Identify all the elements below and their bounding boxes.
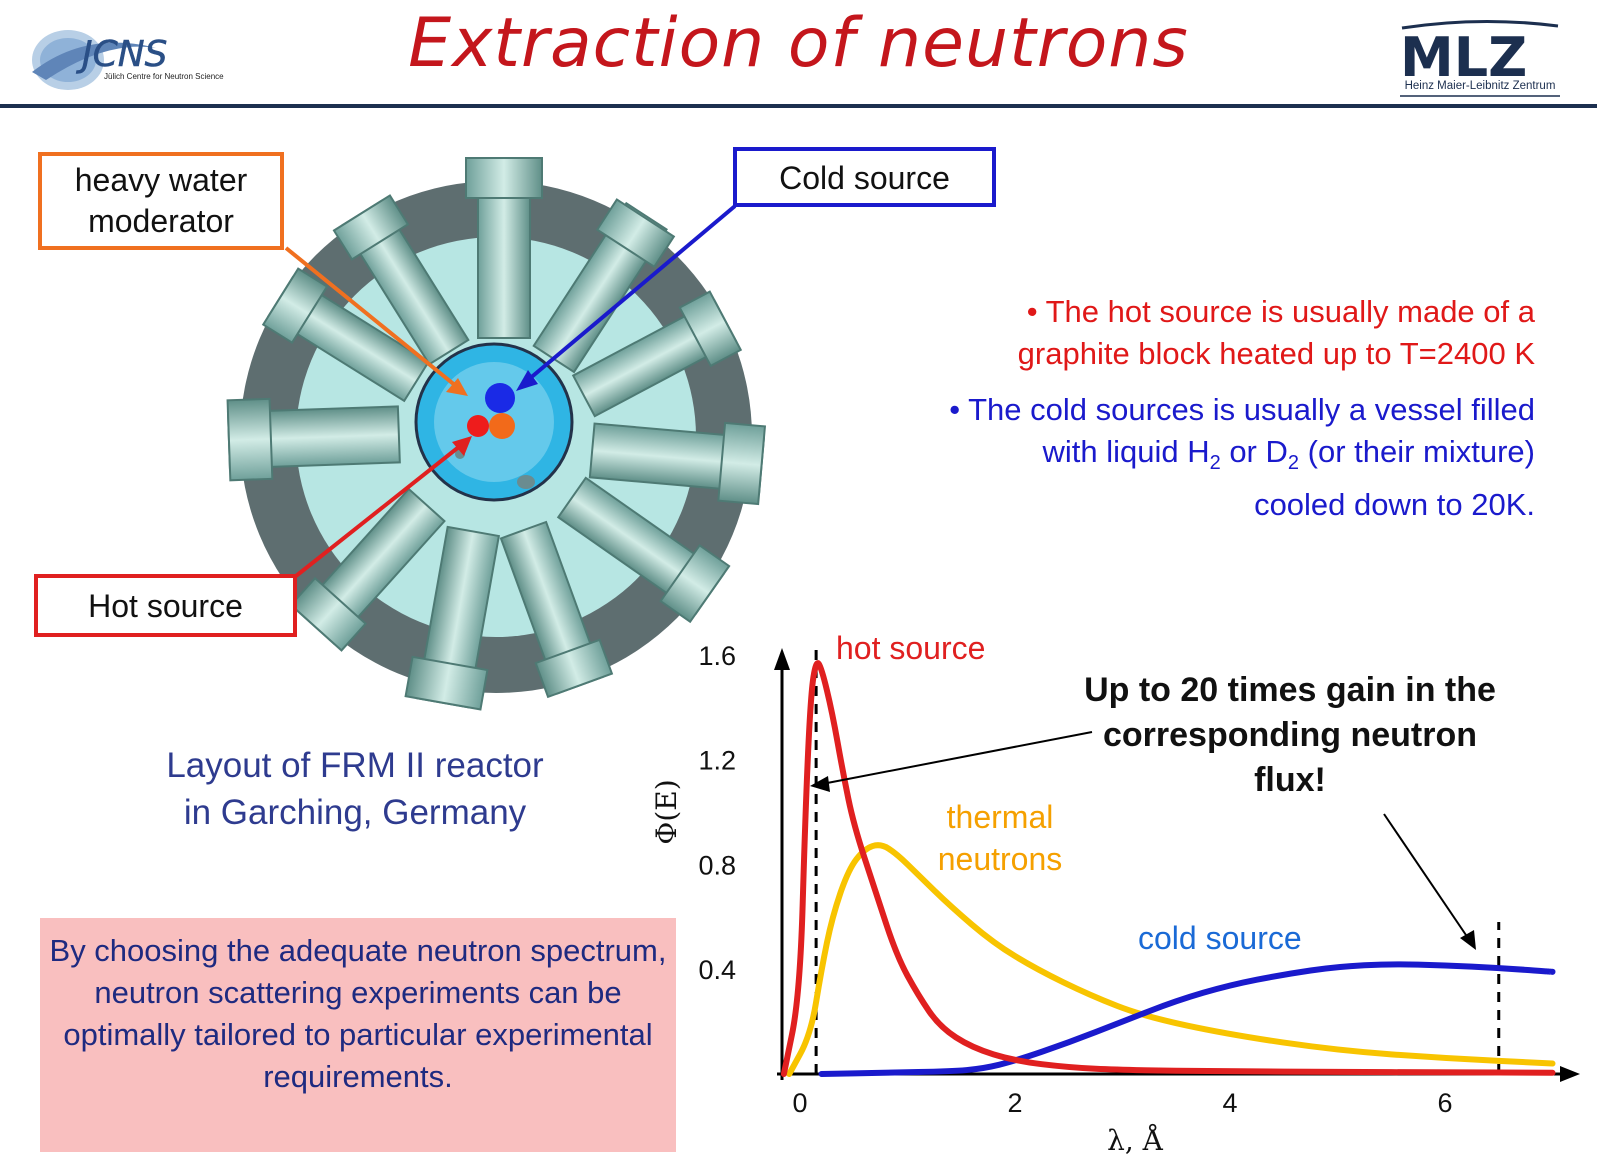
- gain-pointer-left: [821, 731, 1093, 785]
- mlz-logo: MLZ: [1400, 19, 1560, 97]
- cold-source-pointer: [516, 204, 737, 391]
- cold-bullet-line1: • The cold sources is usually a vessel f…: [949, 392, 1535, 427]
- cold-source-dot: [485, 383, 515, 413]
- header-divider: [0, 104, 1597, 108]
- hot-bullet-line1: • The hot source is usually made of a: [1026, 294, 1535, 329]
- hot-source-curve-label: hot source: [836, 630, 986, 666]
- cold-bullet-line3: cooled down to 20K.: [1254, 487, 1535, 523]
- y-tick-label: 0.8: [698, 850, 736, 880]
- reactor-caption: Layout of FRM II reactor in Garching, Ge…: [166, 746, 544, 832]
- mlz-subtitle: Heinz Maier-Leibnitz Zentrum: [1404, 80, 1556, 92]
- y-tick-label: 1.6: [698, 641, 736, 671]
- cold-source-bullet: • The cold sources is usually a vessel f…: [830, 389, 1535, 526]
- y-tick-label: 0.4: [698, 955, 736, 985]
- gain-pointer-right: [1383, 813, 1469, 939]
- series-line-2: [818, 961, 1556, 1077]
- svg-text:JCNS: JCNS: [76, 34, 168, 75]
- cold-source-callout: Cold source: [733, 147, 996, 207]
- x-tick-label: 2: [1007, 1088, 1022, 1118]
- mlz-logo-text: MLZ: [1400, 26, 1527, 89]
- moderator-dot: [489, 413, 515, 439]
- hot-source-bullet: • The hot source is usually made of a gr…: [880, 291, 1535, 375]
- x-axis-arrow: [1560, 1066, 1580, 1082]
- x-axis-label: λ, Å: [1107, 1124, 1164, 1157]
- series-line-0: [780, 660, 1556, 1077]
- x-tick-label: 6: [1437, 1088, 1452, 1118]
- series-line-1: [786, 842, 1556, 1077]
- gain-pointer-left-head: [810, 776, 830, 792]
- cold-bullet-line2: with liquid H2 or D2 (or their mixture): [1042, 434, 1535, 475]
- jcns-subtitle: Jülich Centre for Neutron Science: [104, 72, 224, 81]
- hot-bullet-line2: graphite block heated up to T=2400 K: [1017, 336, 1535, 371]
- hot-source-dot: [467, 415, 489, 437]
- heavy-water-pointer: [284, 246, 468, 396]
- heavy-water-callout: heavy water moderator: [38, 152, 284, 250]
- x-tick-label: 4: [1222, 1088, 1237, 1118]
- gain-annotation: Up to 20 times gain in the corresponding…: [1084, 671, 1496, 799]
- y-axis-arrow: [774, 648, 790, 670]
- gain-pointer-right-head: [1460, 930, 1476, 950]
- note-box: By choosing the adequate neutron spectru…: [40, 918, 676, 1152]
- jcns-logo: JCNS: [32, 30, 168, 90]
- y-tick-label: 1.2: [698, 746, 736, 776]
- thermal-curve-label: thermal neutrons: [937, 799, 1063, 877]
- page-title: Extraction of neutrons: [408, 4, 1189, 83]
- cold-source-curve-label: cold source: [1138, 920, 1302, 956]
- hot-source-callout: Hot source: [34, 574, 297, 637]
- x-tick-label: 0: [792, 1088, 807, 1118]
- y-axis-label: Φ(E): [650, 779, 683, 844]
- hot-source-pointer: [294, 436, 472, 578]
